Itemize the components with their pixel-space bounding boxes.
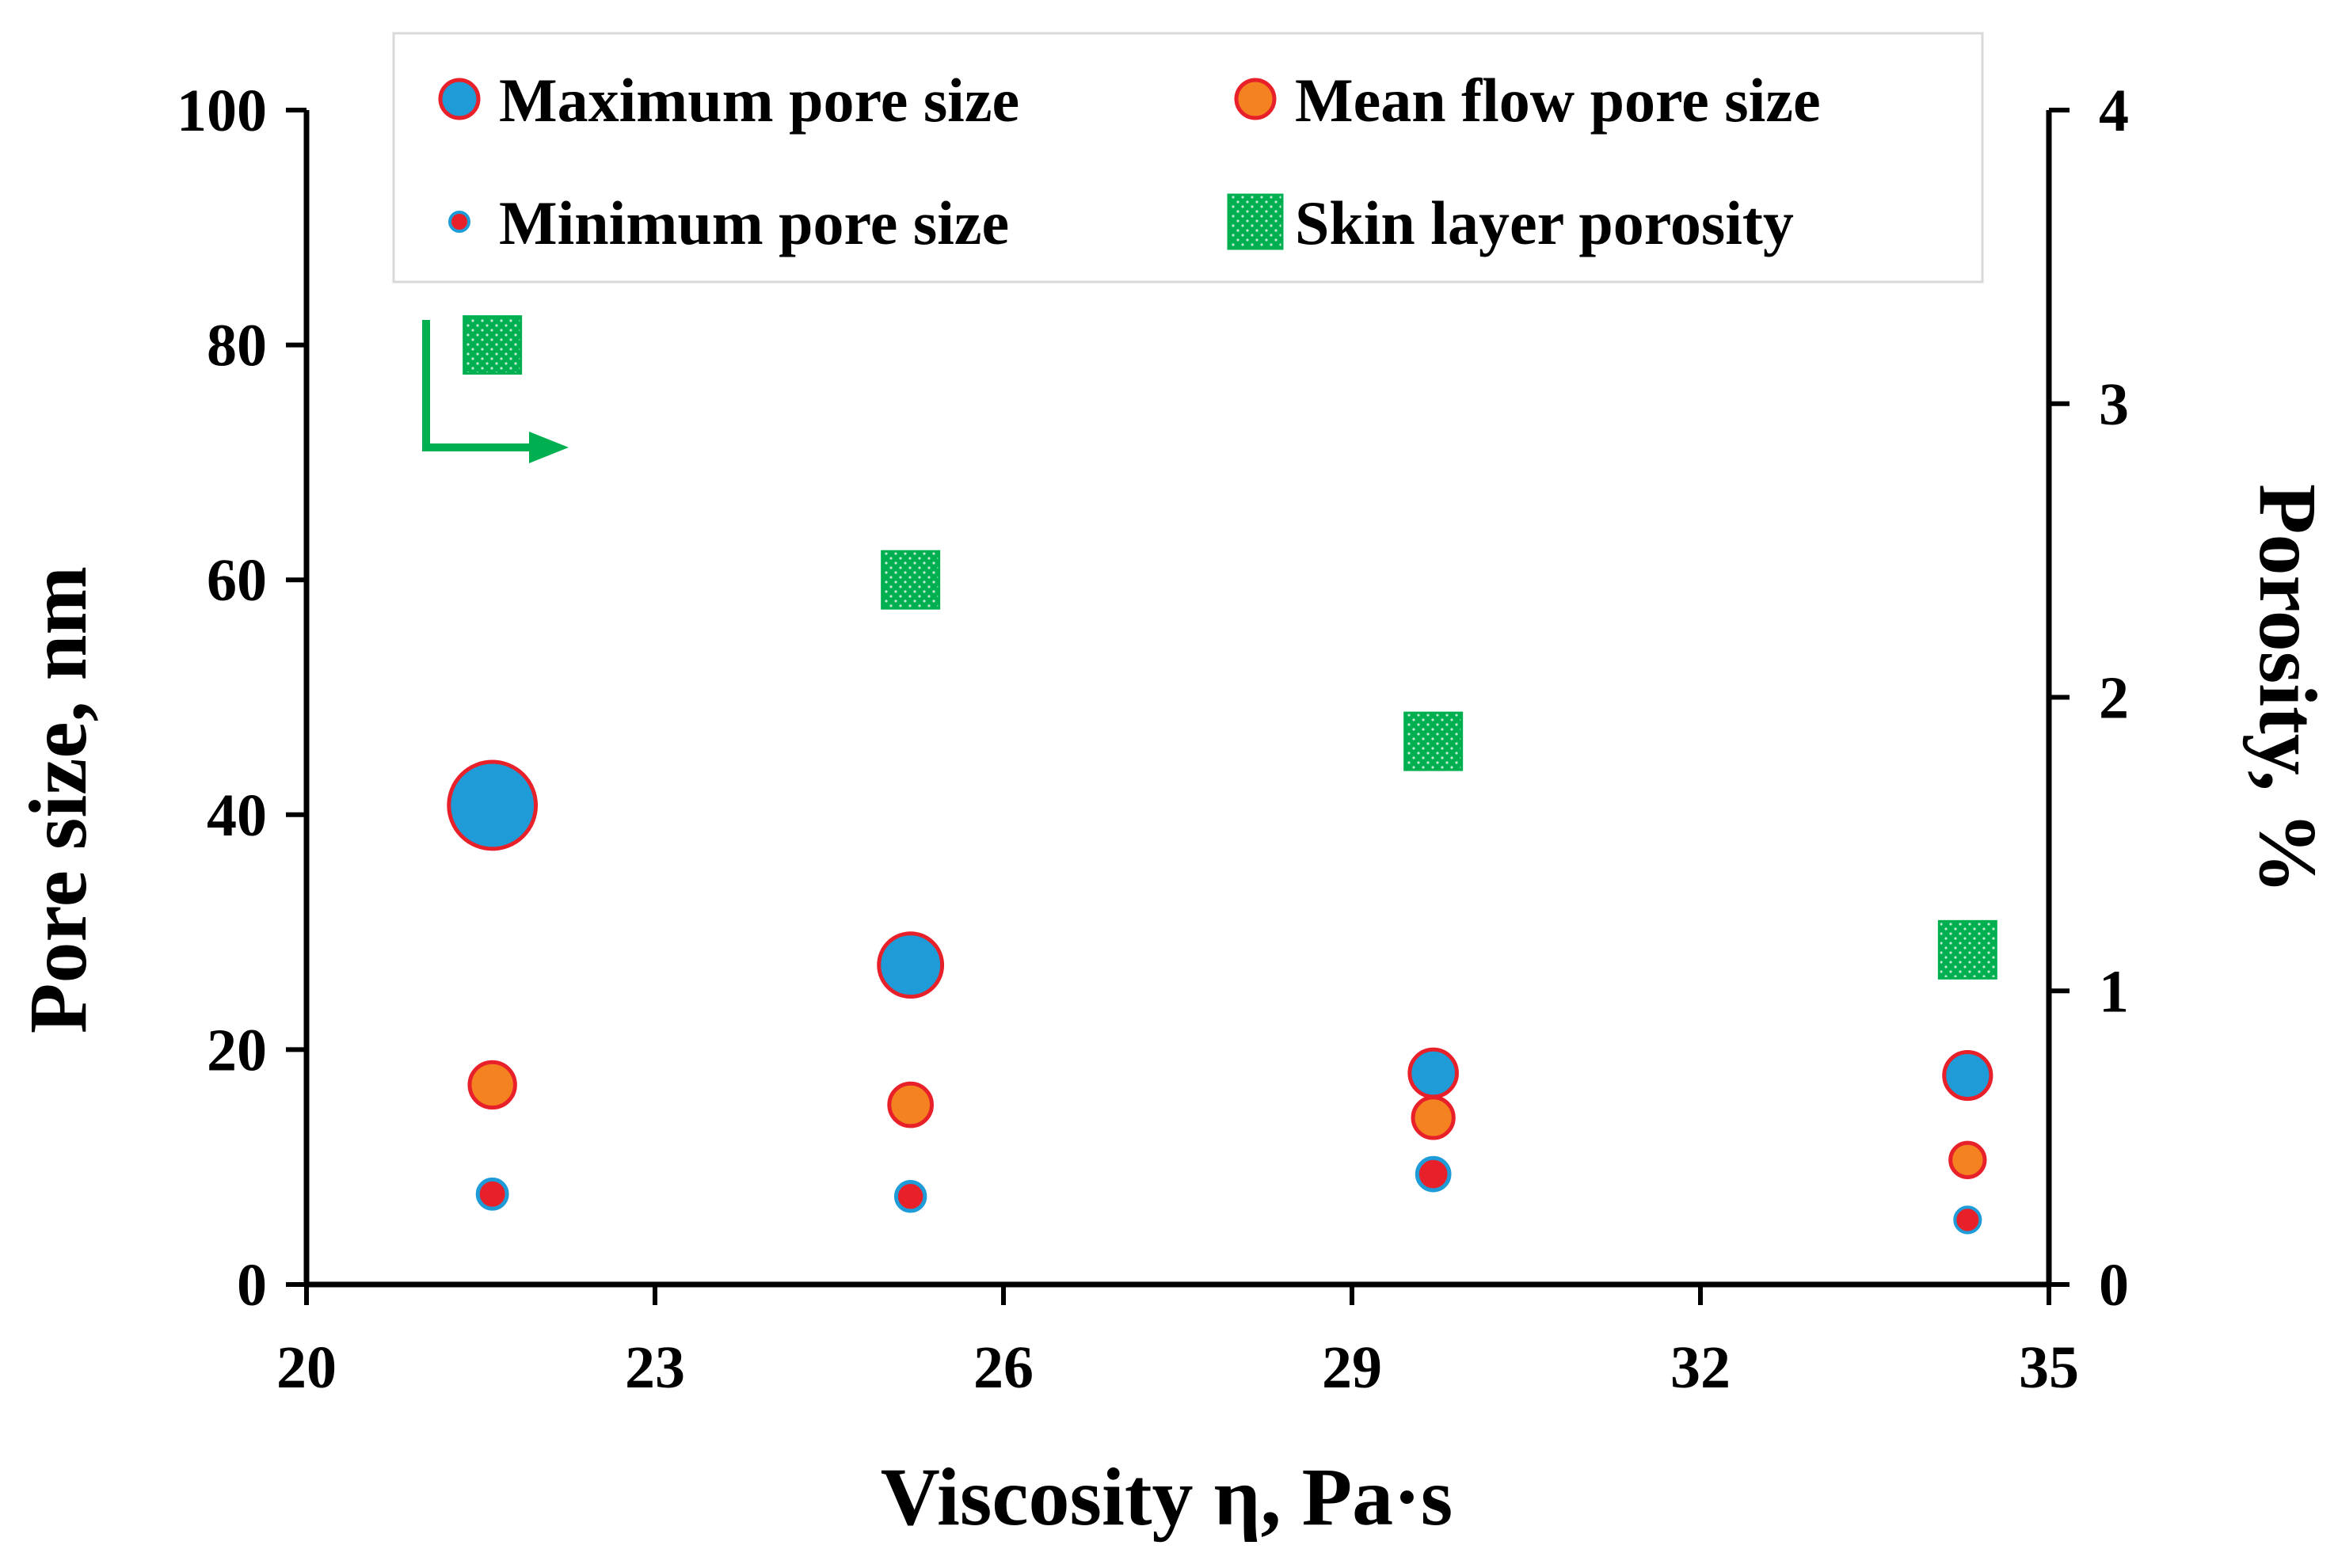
series2-point-0 — [475, 1177, 509, 1211]
porosity-point-3 — [1937, 919, 1997, 980]
y2-axis-title: Porosity, % — [2242, 484, 2333, 894]
y-tick-label-5: 100 — [177, 78, 267, 144]
legend-label-3: Skin layer porosity — [1295, 188, 1794, 257]
x-tick-label-2: 26 — [973, 1334, 1034, 1401]
legend-label-0: Maximum pore size — [499, 66, 1019, 135]
x-tick-label-4: 32 — [1670, 1334, 1731, 1401]
y-tick-label-3: 60 — [207, 547, 267, 614]
legend-label-2: Minimum pore size — [499, 188, 1009, 257]
series2-point-1 — [893, 1180, 927, 1213]
legend-marker-0 — [438, 78, 481, 120]
porosity-point-2 — [1403, 711, 1464, 771]
x-tick-label-1: 23 — [625, 1334, 685, 1401]
arrow-head — [529, 432, 569, 463]
axes — [303, 110, 2052, 1288]
series0-point-2 — [1407, 1047, 1459, 1099]
y2-tick-label-3: 3 — [2099, 371, 2129, 438]
data-marks — [447, 315, 1997, 1235]
y-axis-title: Pore size, nm — [13, 566, 104, 1033]
x-axis-title: Viscosity η, Pa·s — [881, 1452, 1453, 1543]
series1-point-0 — [467, 1060, 517, 1110]
x-tick-label-3: 29 — [1322, 1334, 1382, 1401]
legend: Maximum pore size Mean flow pore size Mini… — [392, 32, 1984, 284]
x-tick-label-5: 35 — [2019, 1334, 2079, 1401]
series0-point-3 — [1942, 1049, 1993, 1102]
series1-point-2 — [1411, 1095, 1456, 1140]
y2-tick-label-4: 4 — [2099, 78, 2129, 144]
y-tick-label-2: 40 — [207, 782, 267, 849]
series2-point-2 — [1415, 1155, 1452, 1193]
y2-tick-label-0: 0 — [2099, 1252, 2129, 1319]
y2-tick-label-2: 2 — [2099, 665, 2129, 732]
arrow-shaft — [422, 320, 535, 451]
series2-point-3 — [1953, 1205, 1982, 1235]
legend-marker-3 — [1227, 193, 1284, 250]
legend-box — [392, 32, 1984, 284]
porosity-point-1 — [881, 550, 941, 610]
legend-marker-2 — [448, 211, 470, 233]
arrow-annotation — [422, 320, 569, 463]
y-tick-label-1: 20 — [207, 1017, 267, 1083]
legend-marker-1 — [1234, 78, 1277, 120]
y-tick-label-0: 0 — [237, 1252, 267, 1319]
series0-point-0 — [447, 759, 539, 851]
y-tick-label-4: 80 — [207, 313, 267, 379]
series1-point-3 — [1948, 1140, 1987, 1179]
y2-tick-label-1: 1 — [2099, 958, 2129, 1025]
legend-label-1: Mean flow pore size — [1295, 66, 1821, 135]
porosity-point-0 — [463, 315, 523, 375]
x-tick-label-0: 20 — [276, 1334, 337, 1401]
series0-point-1 — [877, 931, 945, 999]
series1-point-1 — [887, 1081, 934, 1128]
